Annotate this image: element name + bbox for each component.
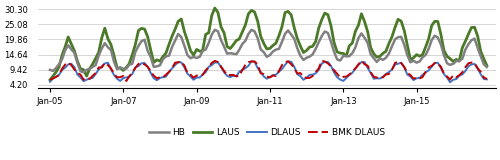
Legend: HB, LAUS, DLAUS, BMK DLAUS: HB, LAUS, DLAUS, BMK DLAUS bbox=[146, 125, 388, 141]
